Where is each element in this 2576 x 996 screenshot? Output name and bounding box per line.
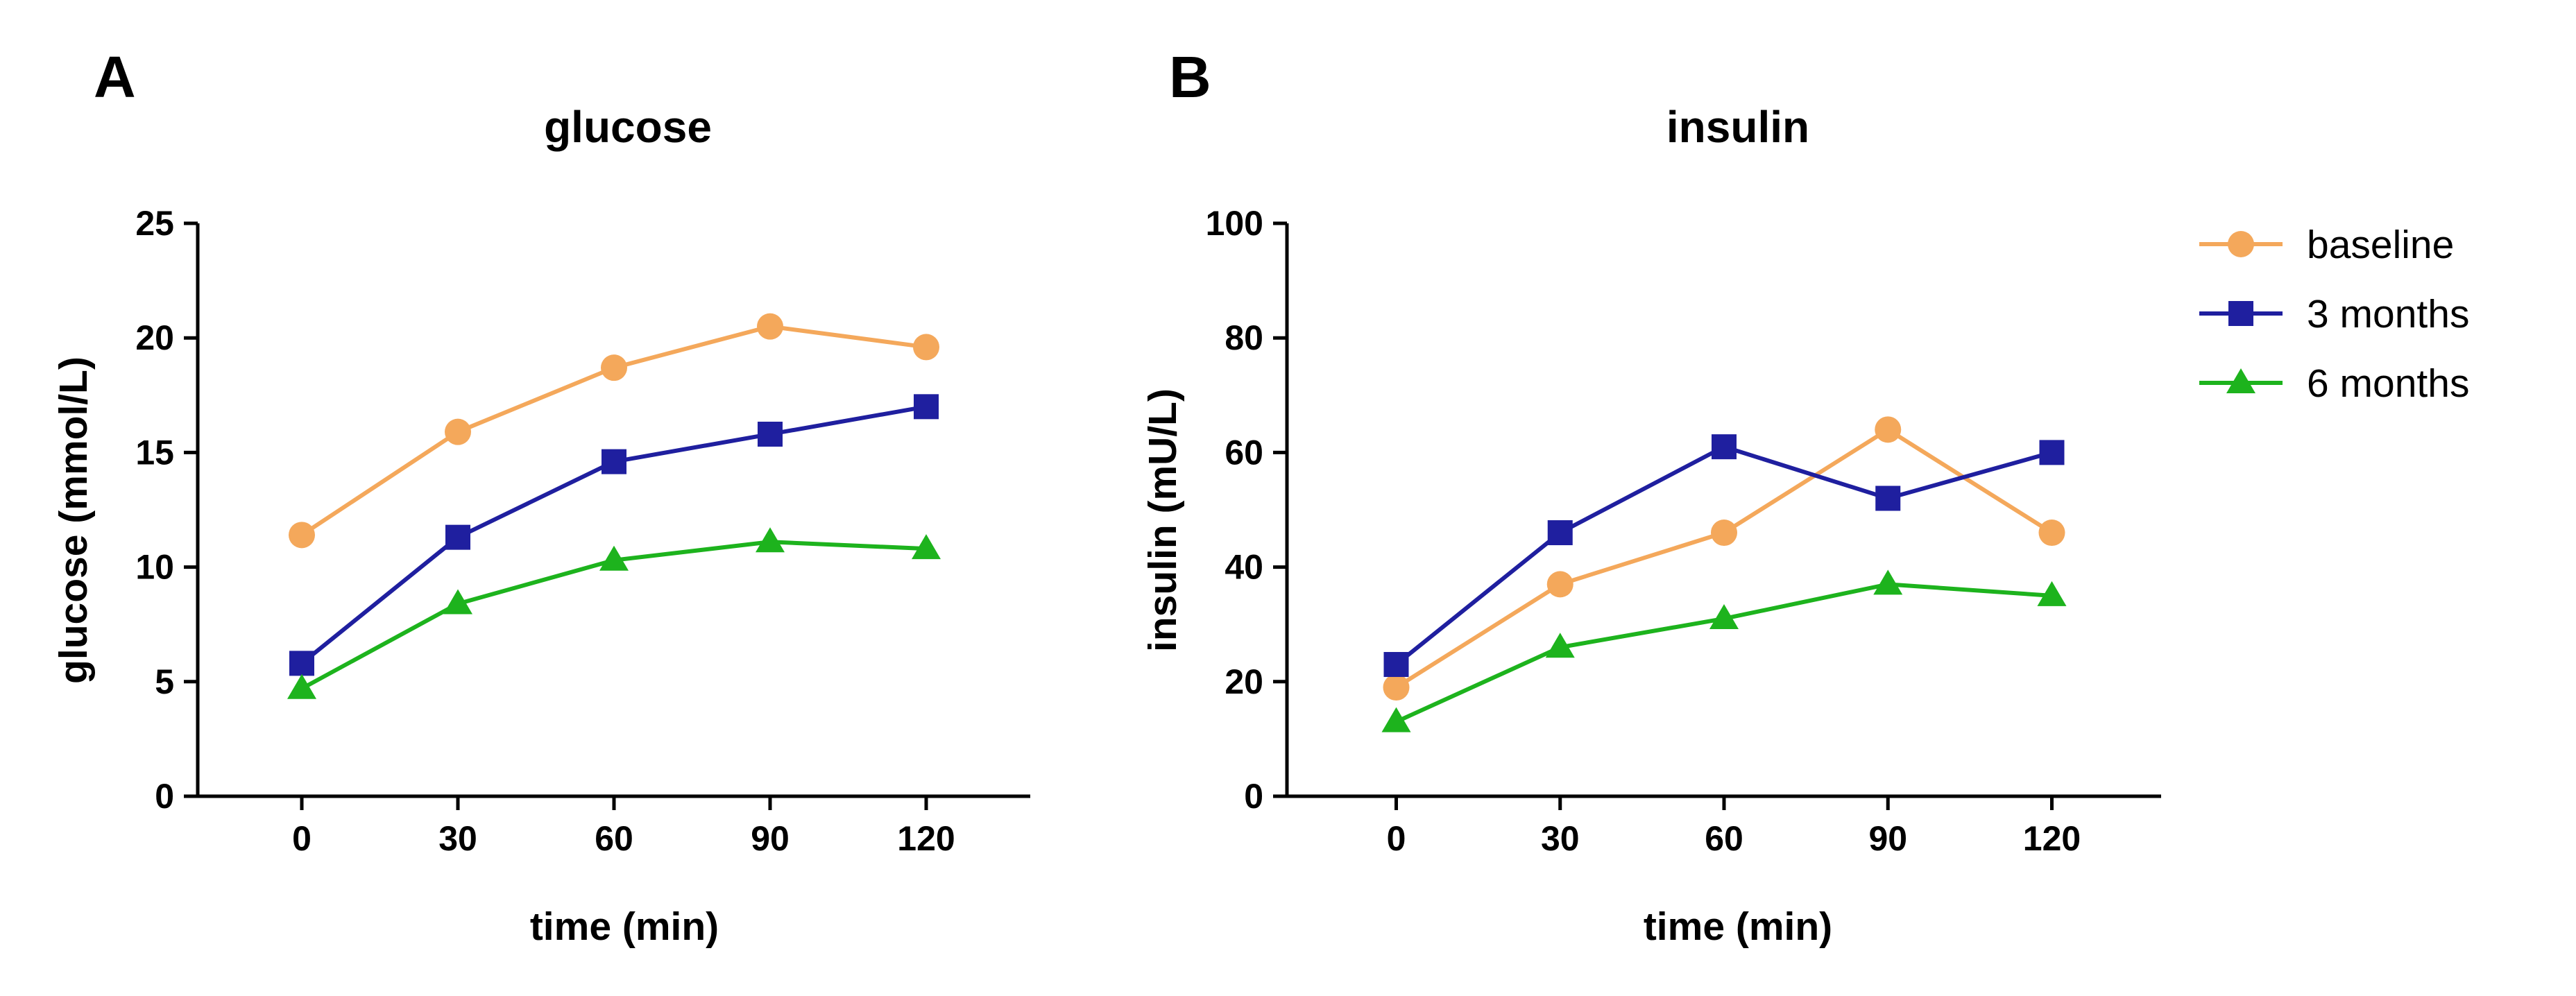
legend-baseline-label: baseline — [2307, 223, 2454, 267]
panel-letter-A: A — [94, 44, 136, 110]
insulin-3-months-line — [1394, 445, 2053, 667]
insulin-baseline-point — [1711, 520, 1737, 547]
glucose-3-months-point — [289, 651, 314, 676]
insulin-y-tick-label: 80 — [1225, 318, 1263, 357]
insulin-6-months-point — [1545, 633, 1575, 658]
glucose-3-months-line — [300, 404, 927, 665]
insulin-baseline-point — [2038, 520, 2065, 547]
insulin-x-axis-label: time (min) — [1644, 904, 1832, 949]
insulin-plot-area: 0 20 40 60 80 100 0 30 60 90 120 — [1206, 204, 2161, 858]
glucose-3-months-point — [758, 421, 783, 447]
insulin-6-months-point — [1381, 707, 1411, 732]
glucose-baseline-point — [289, 522, 315, 549]
glucose-x-tick-label: 0 — [292, 819, 312, 858]
insulin-panel: B insulin insulin (mU/L) time (min) 0 20 4… — [1141, 44, 2161, 949]
insulin-6-months-point — [1873, 569, 1903, 595]
insulin-y-tick-label: 100 — [1206, 204, 1263, 243]
glucose-y-tick-label: 25 — [135, 204, 174, 243]
glucose-y-tick-label: 10 — [135, 548, 174, 587]
glucose-y-tick-label: 5 — [155, 662, 174, 701]
legend: baseline 3 months 6 months — [2199, 223, 2469, 406]
insulin-y-tick-label: 20 — [1225, 662, 1263, 701]
insulin-baseline-point — [1546, 571, 1573, 598]
insulin-y-tick-label: 40 — [1225, 548, 1263, 587]
glucose-3-months-point — [445, 524, 470, 550]
insulin-3-months-point — [1875, 486, 1901, 511]
legend-baseline-marker — [2228, 231, 2254, 257]
insulin-6-months-point — [2037, 581, 2067, 606]
insulin-y-tick-label: 60 — [1225, 433, 1263, 472]
insulin-y-axis-label: insulin (mU/L) — [1141, 388, 1185, 652]
glucose-6-months-point — [756, 527, 785, 553]
glucose-y-tick-label: 0 — [155, 777, 174, 816]
glucose-y-tick-label: 15 — [135, 433, 174, 472]
legend-3-months-label: 3 months — [2307, 292, 2469, 336]
insulin-3-months-point — [2039, 440, 2065, 465]
insulin-baseline-point — [1875, 416, 1902, 443]
insulin-x-tick-label: 0 — [1387, 819, 1406, 858]
legend-6-months-marker — [2226, 368, 2255, 393]
insulin-x-tick-label: 120 — [2023, 819, 2081, 858]
insulin-3-months-point — [1383, 652, 1409, 678]
glucose-x-tick-label: 60 — [595, 819, 633, 858]
glucose-6-months-point — [443, 589, 472, 615]
insulin-x-tick-label: 90 — [1868, 819, 1907, 858]
glucose-x-tick-label: 90 — [751, 819, 790, 858]
insulin-6-months-point — [1709, 603, 1739, 629]
glucose-panel: A glucose glucose (mmol/L) time (min) 0 5… — [51, 44, 1030, 949]
insulin-y-tick-label: 0 — [1244, 777, 1263, 816]
insulin-3-months-point — [1547, 520, 1573, 546]
glucose-baseline-point — [601, 354, 627, 381]
insulin-x-tick-label: 60 — [1705, 819, 1743, 858]
legend-6-months-label: 6 months — [2307, 361, 2469, 406]
glucose-y-axis-label: glucose (mmol/L) — [51, 357, 96, 684]
glucose-3-months-point — [914, 394, 939, 420]
insulin-baseline-line — [1394, 427, 2054, 689]
glucose-3-months-point — [602, 449, 626, 474]
panel-letter-B: B — [1169, 44, 1211, 110]
glucose-baseline-point — [913, 334, 939, 361]
legend-3-months-marker — [2228, 301, 2253, 326]
glucose-6-months-point — [912, 534, 941, 560]
glucose-6-months-point — [287, 673, 316, 699]
glucose-chart-title: glucose — [544, 102, 712, 152]
glucose-x-tick-label: 120 — [897, 819, 955, 858]
insulin-baseline-point — [1383, 674, 1410, 701]
glucose-x-tick-label: 30 — [438, 819, 477, 858]
insulin-chart-title: insulin — [1666, 102, 1809, 152]
glucose-6-months-point — [599, 545, 629, 571]
glucose-baseline-point — [757, 313, 783, 340]
insulin-3-months-point — [1712, 434, 1737, 460]
glucose-plot-area: 0 5 10 15 20 25 0 30 60 90 120 — [135, 204, 1030, 858]
glucose-baseline-point — [445, 418, 471, 445]
glucose-x-axis-label: time (min) — [530, 904, 719, 949]
insulin-x-tick-label: 30 — [1541, 819, 1580, 858]
glucose-y-tick-label: 20 — [135, 318, 174, 357]
